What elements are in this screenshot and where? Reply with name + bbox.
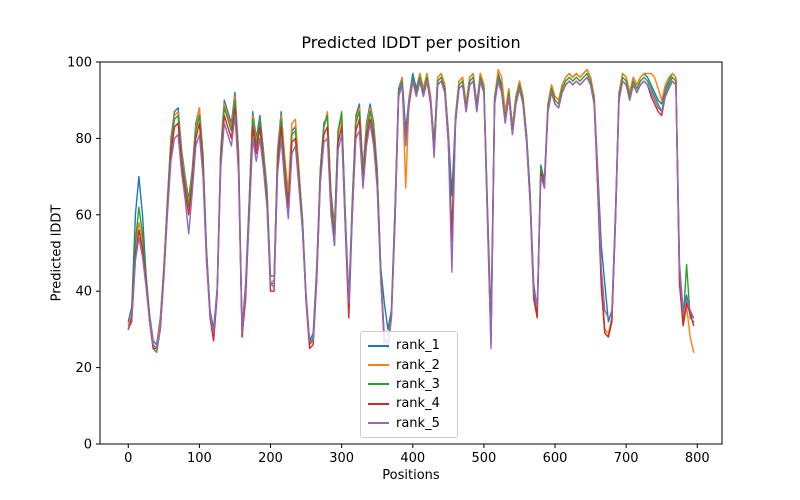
x-tick-label: 400 xyxy=(400,451,425,466)
legend: rank_1 rank_2 rank_3 rank_4 rank_5 xyxy=(360,331,458,438)
x-tick-label: 800 xyxy=(685,451,710,466)
x-tick-label: 300 xyxy=(329,451,354,466)
x-tick-label: 0 xyxy=(124,451,132,466)
x-tick-label: 500 xyxy=(471,451,496,466)
legend-entry: rank_3 xyxy=(368,375,450,394)
x-tick-label: 600 xyxy=(543,451,568,466)
chart-title: Predicted lDDT per position xyxy=(301,33,521,52)
series-line-rank_3 xyxy=(127,72,695,353)
legend-label: rank_2 xyxy=(396,357,440,373)
x-tick-label: 200 xyxy=(258,451,283,466)
series-line-rank_1 xyxy=(127,68,695,346)
series-line-rank_5 xyxy=(127,76,695,350)
y-tick-label: 20 xyxy=(75,361,92,376)
series-line-rank_4 xyxy=(127,76,695,350)
x-tick-label: 700 xyxy=(614,451,639,466)
x-tick-label: 100 xyxy=(187,451,212,466)
y-tick-label: 60 xyxy=(75,208,92,223)
legend-line-sample xyxy=(368,422,389,425)
legend-label: rank_1 xyxy=(396,338,440,354)
y-tick-label: 40 xyxy=(75,285,92,300)
y-tick-label: 0 xyxy=(84,438,92,453)
series-line-rank_2 xyxy=(127,68,695,353)
y-axis-label: Predicted lDDT xyxy=(49,204,65,302)
legend-line-sample xyxy=(368,344,389,347)
legend-line-sample xyxy=(368,383,389,386)
y-tick-label: 100 xyxy=(67,56,92,71)
legend-entry: rank_2 xyxy=(368,356,450,375)
legend-line-sample xyxy=(368,364,389,367)
legend-label: rank_4 xyxy=(396,396,440,412)
x-axis-label: Positions xyxy=(382,468,440,483)
y-tick-label: 80 xyxy=(75,132,92,147)
legend-entry: rank_5 xyxy=(368,414,450,433)
legend-label: rank_3 xyxy=(396,376,440,392)
legend-label: rank_5 xyxy=(396,415,440,431)
legend-line-sample xyxy=(368,402,389,405)
legend-entry: rank_1 xyxy=(368,336,450,355)
plot-area xyxy=(99,61,723,445)
legend-entry: rank_4 xyxy=(368,394,450,413)
